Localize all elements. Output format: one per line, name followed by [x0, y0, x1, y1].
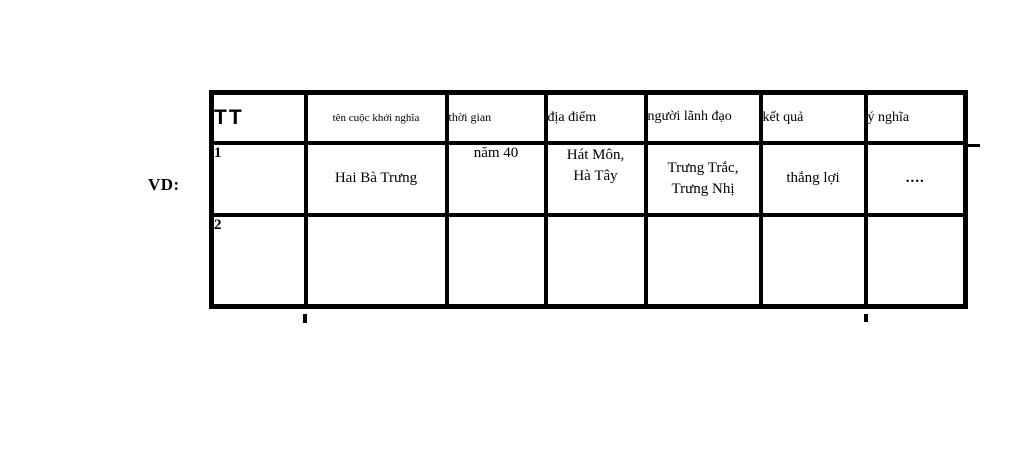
cell-row1-ket-qua: thắng lợi: [758, 140, 868, 217]
uprisings-table: TT tên cuộc khởi nghĩa thời gian địa điể…: [209, 90, 968, 309]
table-row: 2: [209, 212, 968, 309]
cell-row1-dia-diem: Hát Môn, Hà Tây: [543, 140, 648, 217]
header-cell-thoi-gian: thời gian: [444, 90, 548, 145]
cell-row2-thoi-gian: [444, 212, 548, 309]
cell-row2-nguoi-lanh-dao: [643, 212, 763, 309]
border-artifact-bottom-tick-col6: [864, 314, 868, 322]
header-cell-tt: TT: [209, 90, 308, 145]
table-header-row: TT tên cuộc khởi nghĩa thời gian địa điể…: [209, 90, 968, 145]
table-row: 1 Hai Bà Trưng năm 40 Hát Môn, Hà Tây Tr…: [209, 140, 968, 217]
header-cell-ten-cuoc-khoi-nghia: tên cuộc khởi nghĩa: [303, 90, 449, 145]
border-artifact-right-tick: [963, 144, 980, 147]
example-label: VD:: [148, 175, 180, 194]
cell-row1-stt: 1: [209, 140, 308, 217]
cell-row2-stt: 2: [209, 212, 308, 309]
cell-row1-y-nghia: ....: [863, 140, 968, 217]
cell-row2-ket-qua: [758, 212, 868, 309]
cell-row2-ten: [303, 212, 449, 309]
header-cell-ket-qua: kết quả: [758, 90, 868, 145]
cell-row1-thoi-gian: năm 40: [444, 140, 548, 217]
cell-row2-y-nghia: [863, 212, 968, 309]
cell-row2-dia-diem: [543, 212, 648, 309]
header-cell-nguoi-lanh-dao: người lãnh đạo: [643, 90, 763, 145]
border-artifact-bottom-tick-col1: [303, 314, 307, 323]
cell-row1-nguoi-lanh-dao: Trưng Trắc, Trưng Nhị: [643, 140, 763, 217]
header-cell-y-nghia: ý nghĩa: [863, 90, 968, 145]
cell-row1-ten: Hai Bà Trưng: [303, 140, 449, 217]
header-cell-dia-diem: địa điểm: [543, 90, 648, 145]
